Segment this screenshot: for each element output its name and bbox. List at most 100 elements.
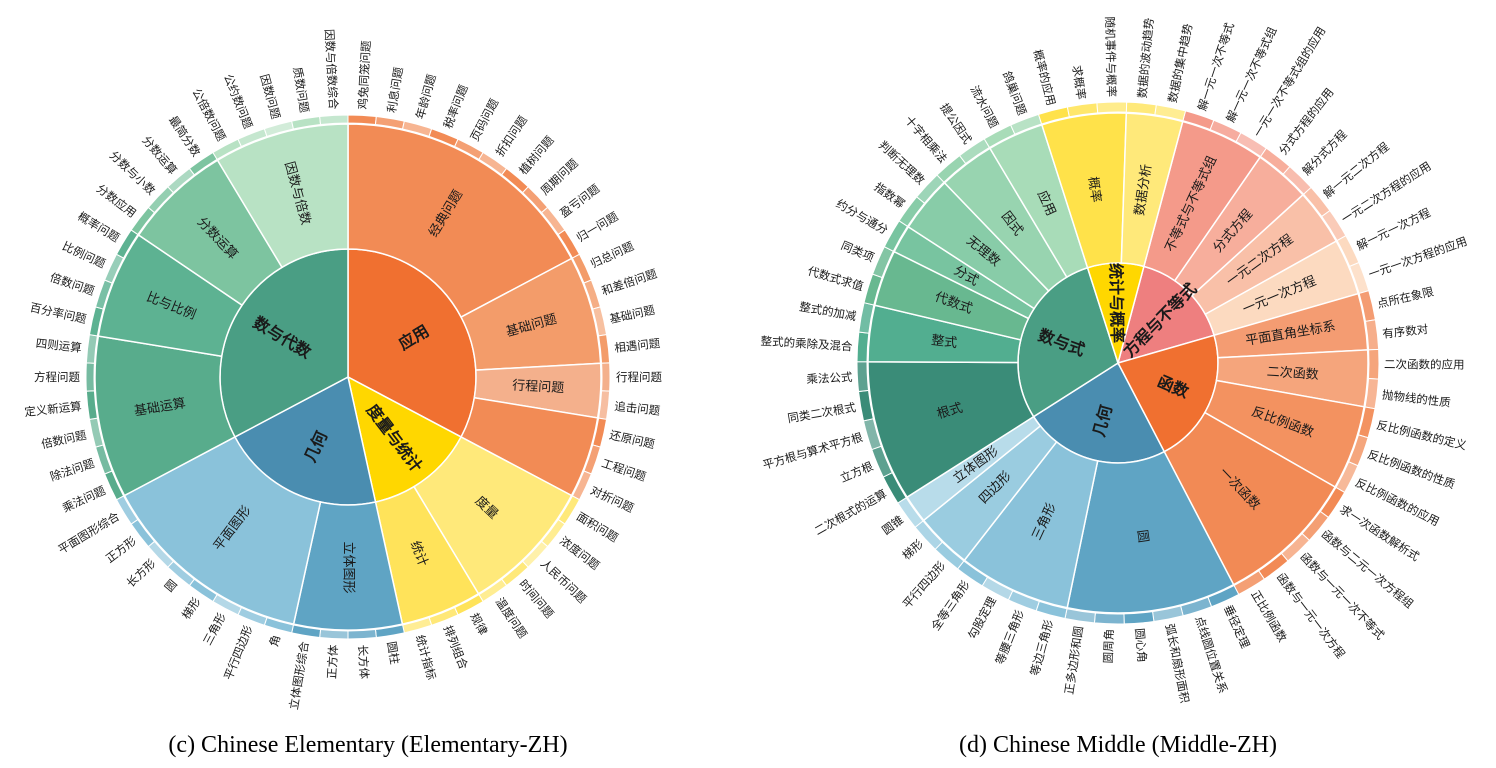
leaf-label: 因数与倍数综合 <box>322 29 340 111</box>
leaf-label: 抛物线的性质 <box>1381 388 1451 410</box>
leaf-label: 倍数问题 <box>40 428 88 452</box>
sunburst-outer-segment <box>601 362 611 392</box>
leaf-label: 流水问题 <box>968 83 1002 131</box>
leaf-label: 立体图形综合 <box>287 640 312 711</box>
sunburst-outer-segment <box>1093 612 1125 625</box>
leaf-label: 有序数对 <box>1382 322 1430 341</box>
sunburst-outer-segment <box>347 628 377 640</box>
leaf-label: 勾股定理 <box>965 594 999 642</box>
leaf-label: 求概率 <box>1070 64 1089 100</box>
leaf-label: 概率问题 <box>75 209 122 245</box>
sunburst-outer-segment <box>1367 348 1380 380</box>
leaf-label: 圆周角 <box>1101 629 1116 664</box>
sunburst-middle-segment <box>123 435 322 625</box>
leaf-label: 倍数问题 <box>48 270 97 298</box>
leaf-label: 追击问题 <box>614 399 662 418</box>
leaf-label: 页码问题 <box>467 96 501 144</box>
leaf-label: 同类二次根式 <box>786 400 857 425</box>
caption-middle: (d) Chinese Middle (Middle-ZH) <box>959 732 1277 758</box>
leaf-label: 税率问题 <box>441 82 471 130</box>
leaf-label: 解一元一次不等式 <box>1195 20 1237 112</box>
inner-label: 统计与概率 <box>1106 263 1127 343</box>
leaf-label: 排列组合 <box>441 623 471 671</box>
sunburst-outer-segment <box>85 362 95 392</box>
leaf-label: 质数问题 <box>290 66 311 114</box>
middle-label: 根式 <box>935 401 964 423</box>
leaf-label: 因数问题 <box>257 73 283 122</box>
leaf-label: 等腰三角形 <box>993 607 1027 666</box>
middle-label: 行程问题 <box>512 378 565 396</box>
leaf-label: 归总问题 <box>588 239 636 271</box>
leaf-label: 梯形 <box>179 594 204 621</box>
leaf-label: 圆锥 <box>879 513 906 538</box>
leaf-label: 弧长和扇形面积 <box>1163 623 1192 705</box>
leaf-label: 平行四边形 <box>900 558 949 611</box>
leaf-label: 周期问题 <box>538 156 581 198</box>
leaf-label: 概率的应用 <box>1030 48 1058 107</box>
leaf-label: 正方体 <box>325 644 341 680</box>
middle-label: 圆 <box>1134 529 1151 544</box>
leaf-label: 利息问题 <box>384 66 405 114</box>
leaf-label: 圆 <box>162 577 180 595</box>
leaf-label: 长方形 <box>124 556 159 590</box>
leaf-label: 基础问题 <box>608 303 656 327</box>
leaf-label: 最简分数 <box>166 113 204 159</box>
leaf-label: 同类项 <box>839 238 877 265</box>
leaf-label: 角 <box>266 633 283 648</box>
leaf-label: 长方体 <box>356 644 372 680</box>
leaf-label: 二次函数的应用 <box>1384 357 1465 371</box>
leaf-label: 垂径定理 <box>1221 603 1253 651</box>
sunburst-outer-segment <box>319 628 349 640</box>
leaf-label: 正比例函数 <box>1248 588 1290 645</box>
leaf-label: 时间问题 <box>516 577 557 622</box>
leaf-label: 解分式方程 <box>1299 127 1350 178</box>
leaf-label: 梯形 <box>899 536 926 562</box>
leaf-label: 折扣问题 <box>493 113 531 159</box>
leaf-label: 分数运算 <box>139 133 179 177</box>
sunburst-outer-segment <box>1096 101 1128 114</box>
leaf-label: 平行四边形 <box>221 623 255 682</box>
leaf-label: 三角形 <box>200 610 229 647</box>
leaf-label: 等边三角形 <box>1028 618 1057 678</box>
leaf-label: 除法问题 <box>48 456 97 484</box>
leaf-label: 公约数问题 <box>221 72 255 131</box>
leaf-label: 面积问题 <box>574 509 621 545</box>
leaf-label: 公倍数问题 <box>189 86 229 144</box>
leaf-label: 工程问题 <box>600 456 649 484</box>
sunburst-middle-segment <box>1066 450 1235 614</box>
sunburst-outer-segment <box>856 361 870 393</box>
leaf-label: 整式的加减 <box>798 299 858 323</box>
sunburst-elementary: 鸡兔同笼问题 利息问题 年龄问题 税率问题页码问题折扣问题植树问题周期问题盈亏问题归一… <box>24 29 663 711</box>
leaf-label: 归一问题 <box>574 209 621 245</box>
leaf-label: 约分与通分 <box>834 197 891 238</box>
sunburst-outer-segment <box>319 114 349 126</box>
leaf-label: 正方形 <box>103 533 139 565</box>
leaf-label: 全等三角形 <box>928 577 972 633</box>
middle-label: 二次函数 <box>1266 364 1319 383</box>
leaf-label: 反比例函数的定义 <box>1375 418 1468 453</box>
leaf-label: 立方根 <box>838 459 876 485</box>
leaf-label: 判断无理数 <box>876 138 928 188</box>
middle-label: 立体图形 <box>341 541 356 593</box>
leaf-label: 行程问题 <box>616 370 662 384</box>
sunburst-outer-segment <box>347 114 377 126</box>
leaf-label: 规律 <box>467 611 490 638</box>
leaf-label: 平方根与算术平方根 <box>761 430 865 472</box>
leaf-label: 盈亏问题 <box>557 181 602 220</box>
middle-label: 整式 <box>930 333 958 351</box>
leaf-label: 函数与一元一次不等式 <box>1297 550 1387 643</box>
leaf-label: 四则运算 <box>35 336 82 355</box>
leaf-label: 圆柱 <box>384 640 402 665</box>
leaf-label: 和差倍问题 <box>600 266 659 298</box>
sunburst-middle: 解一元一次不等式解一元一次不等式组一元一次不等式组的应用不等式与不等式组分式方程… <box>760 16 1469 704</box>
caption-elementary: (c) Chinese Elementary (Elementary-ZH) <box>168 732 567 758</box>
leaf-label: 正多边形和圆 <box>1062 625 1086 695</box>
leaf-label: 圆心角 <box>1133 628 1150 664</box>
leaf-label: 温度问题 <box>493 595 531 641</box>
leaf-label: 浓度问题 <box>557 534 602 573</box>
leaf-label: 鸽巢问题 <box>1000 69 1030 117</box>
leaf-label: 点所在象限 <box>1376 284 1436 311</box>
sunburst-outer-segment <box>1123 611 1155 625</box>
sunburst-middle-segment <box>216 123 349 269</box>
